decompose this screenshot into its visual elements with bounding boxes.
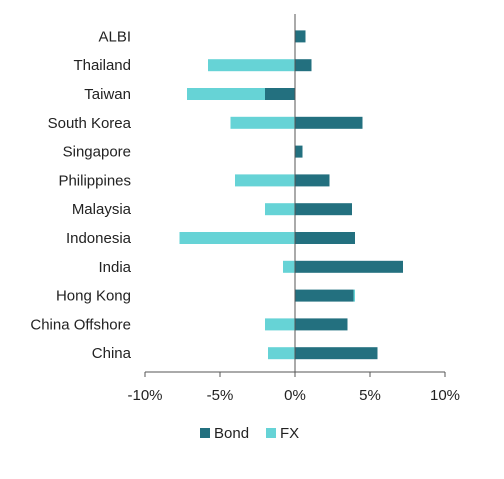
category-label-china: China [92,345,132,362]
bar-fx-china-offshore [265,318,295,331]
bar-fx-malaysia [265,203,295,216]
bar-bond-china [295,347,378,360]
bar-fx-thailand [208,59,295,72]
bar-bond-south-korea [295,116,363,129]
category-label-thailand: Thailand [73,57,131,74]
bar-bond-indonesia [295,232,355,244]
bars-group [179,30,403,360]
bar-fx-philippines [235,174,295,187]
category-label-malaysia: Malaysia [72,201,132,218]
legend-swatch-fx [266,428,276,438]
bar-bond-malaysia [295,203,352,216]
bar-bond-singapore [295,145,303,158]
x-tick-label: 10% [430,387,460,404]
category-label-singapore: Singapore [63,144,131,161]
bar-bond-albi [295,30,306,43]
x-ticks: -10% -5% 0% 5% 10% [127,372,460,404]
category-labels: ALBI Thailand Taiwan South Korea Singapore Ph… [30,28,131,362]
category-label-indonesia: Indonesia [66,230,132,247]
x-tick-label: 5% [359,387,381,404]
bar-fx-south-korea [230,116,295,129]
legend: Bond FX [200,425,299,442]
legend-label-bond: Bond [214,425,249,442]
category-label-philippines: Philippines [58,172,131,189]
bar-fx-taiwan [187,88,265,100]
bar-fx-india [283,260,295,273]
bar-fx-hong-kong [353,289,355,302]
legend-swatch-bond [200,428,210,438]
bar-bond-philippines [295,174,330,187]
category-label-india: India [98,259,131,276]
bar-bond-thailand [295,59,312,72]
category-label-china-offshore: China Offshore [30,316,131,333]
category-label-albi: ALBI [98,28,131,45]
x-tick-label: 0% [284,387,306,404]
category-label-hong-kong: Hong Kong [56,288,131,305]
x-tick-label: -5% [207,387,234,404]
bar-fx-indonesia [179,232,295,244]
bar-bond-china-offshore [295,318,348,331]
category-label-south-korea: South Korea [48,115,132,132]
bar-fx-china [268,347,295,360]
legend-label-fx: FX [280,425,299,442]
bar-bond-india [295,260,403,273]
bar-bond-hong-kong [295,289,354,302]
x-tick-label: -10% [127,387,162,404]
bar-bond-taiwan [265,88,295,100]
category-label-taiwan: Taiwan [84,86,131,103]
